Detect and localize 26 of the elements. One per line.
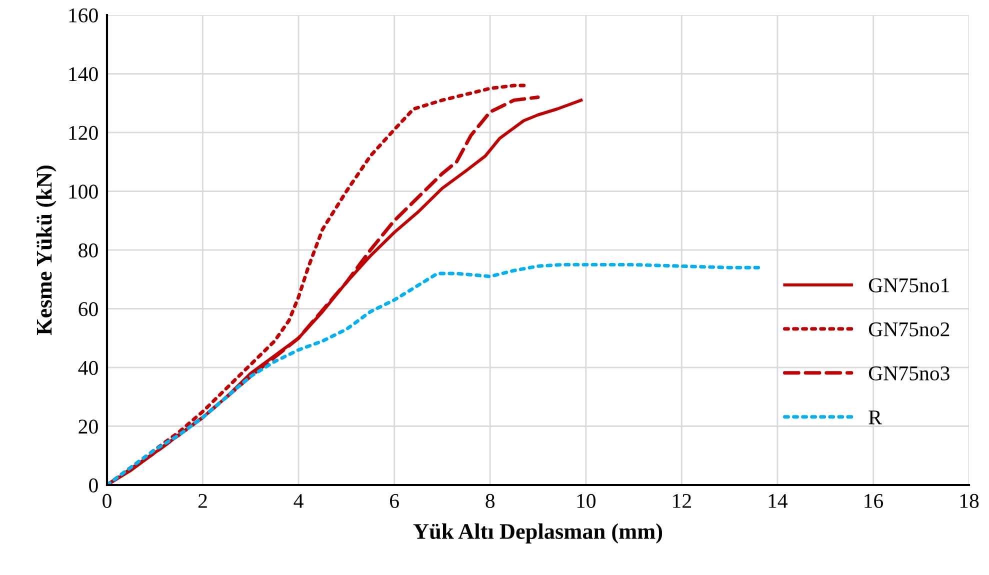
x-tick-label: 10 xyxy=(577,494,596,508)
y-tick-label: 80 xyxy=(78,243,98,258)
y-tick-label: 120 xyxy=(69,126,98,140)
legend-label: GN75no1 xyxy=(868,278,949,292)
x-axis-title: Yük Altı Deplasman (mm) xyxy=(413,523,662,544)
legend-label: GN75no3 xyxy=(868,366,950,380)
line-series xyxy=(107,262,760,485)
legend-label: R xyxy=(868,410,882,424)
x-tick-label: 16 xyxy=(864,494,884,508)
x-tick-label: 0 xyxy=(102,494,112,508)
x-tick-label: 6 xyxy=(390,494,399,508)
y-tick-label: 60 xyxy=(78,302,98,316)
x-tick-label: 14 xyxy=(768,494,788,508)
x-tick-label: 12 xyxy=(673,494,691,508)
y-axis-title: Kesme Yükü (kN) xyxy=(36,166,56,336)
x-tick-label: 8 xyxy=(486,494,495,508)
y-tick-label: 0 xyxy=(89,478,98,492)
y-tick-label: 20 xyxy=(78,420,98,434)
y-tick-label: 140 xyxy=(69,67,98,82)
x-tick-label: 2 xyxy=(198,494,207,508)
y-tick-label: 100 xyxy=(69,184,98,199)
x-tick-label: 18 xyxy=(960,494,979,508)
legend-label: GN75no2 xyxy=(868,322,950,336)
y-tick-label: 160 xyxy=(69,8,98,22)
y-tick-label: 40 xyxy=(78,360,98,375)
x-tick-label: 4 xyxy=(294,494,304,508)
